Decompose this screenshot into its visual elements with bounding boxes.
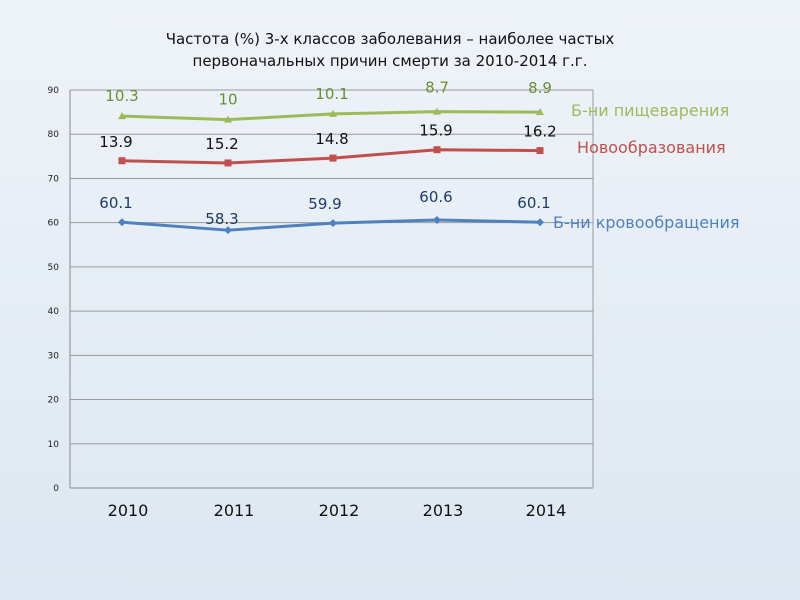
data-point: [224, 226, 232, 235]
data-point: [329, 109, 337, 117]
data-label: 58.3: [205, 210, 238, 228]
chart-title-line-2: первоначальных причин смерти за 2010-201…: [192, 52, 588, 70]
data-label: 10.3: [105, 87, 138, 105]
y-tick-label: 90: [48, 86, 60, 96]
data-label: 15.9: [419, 122, 452, 140]
data-label: 60.1: [99, 194, 132, 212]
data-point: [224, 115, 232, 123]
y-tick-label: 20: [48, 396, 60, 406]
data-point: [536, 218, 544, 227]
data-label: 15.2: [205, 135, 238, 153]
data-point: [118, 112, 126, 120]
data-point: [118, 218, 126, 227]
data-point: [329, 219, 337, 228]
data-label: 59.9: [308, 195, 341, 213]
series-label: Новообразования: [577, 138, 726, 157]
y-tick-label: 80: [48, 130, 60, 140]
y-tick-label: 30: [48, 351, 60, 361]
x-tick-label: 2013: [423, 501, 464, 520]
data-label: 10.1: [315, 85, 348, 103]
y-tick-label: 40: [48, 307, 60, 317]
chart-title-line-1: Частота (%) 3-х классов заболевания – на…: [165, 30, 615, 48]
data-point: [433, 146, 441, 154]
data-point: [536, 108, 544, 116]
y-tick-label: 50: [48, 263, 60, 273]
data-point: [536, 147, 544, 155]
data-label: 8.9: [528, 79, 552, 97]
y-tick-label: 70: [48, 174, 60, 184]
data-point: [433, 107, 441, 115]
x-tick-label: 2014: [526, 501, 567, 520]
x-tick-label: 2012: [319, 501, 360, 520]
data-label: 14.8: [315, 130, 348, 148]
data-point: [224, 159, 232, 167]
data-label: 60.6: [419, 188, 452, 206]
data-label: 60.1: [517, 194, 550, 212]
y-tick-label: 10: [48, 440, 60, 450]
data-label: 13.9: [99, 133, 132, 151]
chart-title: Частота (%) 3-х классов заболевания – на…: [90, 28, 690, 72]
x-tick-label: 2010: [108, 501, 149, 520]
data-label: 16.2: [523, 123, 556, 141]
y-tick-label: 0: [53, 484, 59, 494]
data-label: 8.7: [425, 79, 449, 97]
series-label: Б-ни пищеварения: [571, 101, 729, 120]
data-label: 10: [218, 91, 237, 109]
data-point: [118, 157, 126, 165]
data-point: [433, 216, 441, 225]
x-tick-label: 2011: [214, 501, 255, 520]
data-point: [329, 154, 337, 162]
y-tick-label: 60: [48, 219, 60, 229]
series-label: Б-ни кровообращения: [553, 213, 740, 232]
